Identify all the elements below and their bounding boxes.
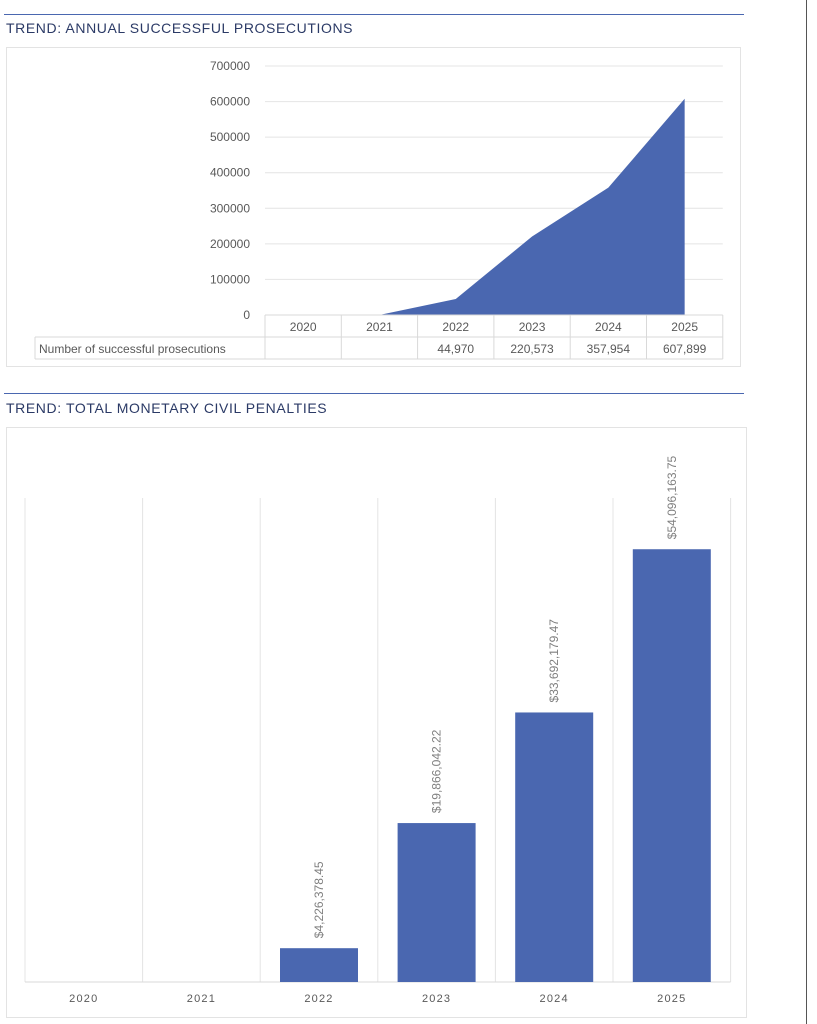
x-category-label: 2023	[422, 993, 451, 1005]
data-label: $4,226,378.45	[312, 861, 326, 938]
chart-title-penalties: TREND: TOTAL MONETARY CIVIL PENALTIES	[6, 400, 328, 416]
x-category-label: 2024	[540, 993, 569, 1005]
section-divider	[4, 393, 744, 394]
data-table-value: 607,899	[663, 342, 707, 356]
x-category-label: 2024	[595, 320, 622, 334]
y-tick-label: 600000	[210, 95, 250, 109]
bar	[280, 948, 358, 982]
x-category-label: 2021	[366, 320, 393, 334]
y-tick-label: 500000	[210, 130, 250, 144]
y-tick-label: 700000	[210, 59, 250, 73]
penalties-chart-panel: 2020 2021 2022 $4,226,378.45 2023 $19,866,042…	[6, 427, 747, 1018]
y-tick-label: 100000	[210, 272, 250, 286]
legend-series-name: Number of successful prosecutions	[39, 342, 226, 356]
data-table-value: 44,970	[437, 342, 474, 356]
data-table-value: 220,573	[510, 342, 554, 356]
x-category-label: 2025	[671, 320, 698, 334]
bar	[632, 549, 711, 982]
x-category-label: 2022	[442, 320, 469, 334]
section-divider	[4, 14, 744, 15]
x-category-label: 2020	[290, 320, 317, 334]
data-label: $33,692,179.47	[547, 619, 561, 703]
penalties-bar-chart: 2020 2021 2022 $4,226,378.45 2023 $19,866,042…	[24, 455, 732, 1005]
data-label: $19,866,042.22	[430, 729, 444, 813]
y-tick-label: 200000	[210, 237, 250, 251]
x-category-label: 2020	[69, 993, 98, 1005]
prosecutions-chart-panel: 0 100000 200000 300000 400000 500000 600000 700…	[6, 47, 741, 367]
chart-title-prosecutions: TREND: ANNUAL SUCCESSFUL PROSECUTIONS	[6, 20, 354, 36]
data-table-value: 357,954	[587, 342, 631, 356]
x-category-label: 2025	[657, 993, 686, 1005]
y-tick-label: 400000	[210, 166, 250, 180]
bar	[397, 823, 476, 982]
prosecutions-area-chart: 0 100000 200000 300000 400000 500000 600000 700…	[34, 59, 724, 360]
x-category-label: 2022	[304, 993, 333, 1005]
page-edge-line	[806, 0, 807, 1024]
x-category-label: 2021	[187, 993, 216, 1005]
area-series	[379, 98, 685, 315]
x-category-label: 2023	[519, 320, 546, 334]
y-tick-label: 300000	[210, 201, 250, 215]
y-tick-label: 0	[243, 308, 250, 322]
data-label: $54,096,163.75	[665, 455, 679, 539]
bar	[515, 712, 594, 982]
